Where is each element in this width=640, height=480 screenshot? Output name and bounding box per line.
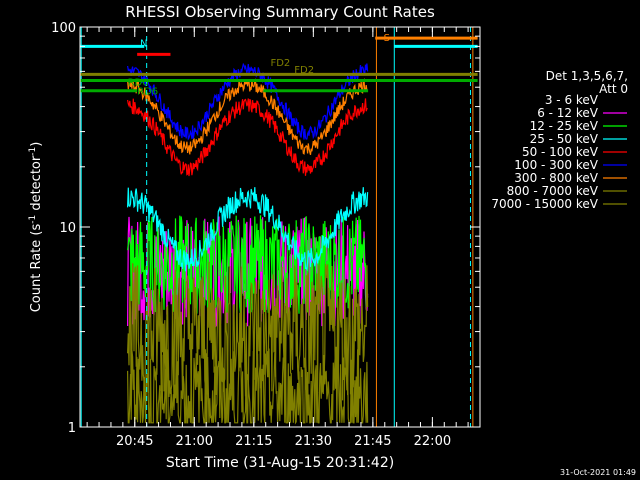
y-tick-label: 100 [51,21,76,36]
legend-entry-label: 3 - 6 keV [545,93,599,107]
flag-label: FD2 [294,65,314,76]
series-line-5 [127,98,368,177]
flag-label: RD0 [128,77,149,88]
legend-entry-label: 300 - 800 keV [514,171,598,185]
axes-layer: 1 10 100 20:45 21:00 21:15 21:30 21:45 22:00 [51,21,480,449]
legend-header: Att 0 [599,82,628,96]
series-layer [127,62,369,425]
x-tick-label: 21:45 [354,434,391,449]
y-axis-label-sup2: -1 [28,147,38,156]
x-tick-label: 21:15 [235,434,272,449]
chart-title: RHESSI Observing Summary Count Rates [125,3,435,21]
flag-label: N [140,38,147,49]
y-axis-label-main: Count Rate (s [29,224,44,313]
x-tick-label: 21:00 [176,434,213,449]
x-axis-label: Start Time (31-Aug-15 20:31:42) [166,455,394,471]
footer-timestamp: 31-Oct-2021 01:49 [560,468,636,477]
y-tick-label: 1 [68,421,76,436]
x-tick-label: 22:00 [414,434,451,449]
legend-entry-label: 25 - 50 keV [530,132,599,146]
y-axis-label-close: ) [29,142,44,147]
y-axis-label-end: detector [29,155,44,215]
series-line-4 [127,187,369,272]
series-line-9 [127,347,369,425]
flag-label: S [384,33,390,44]
series-line-7 [127,77,368,155]
flag-label: FD2 [270,58,290,69]
y-axis-label-sup: -1 [28,215,38,224]
legend-entry-label: 7000 - 15000 keV [491,197,598,211]
x-tick-label: 20:45 [116,434,153,449]
y-axis-label: Count Rate (s-1 detector-1) [28,142,44,313]
legend-entry-label: 6 - 12 keV [537,106,599,120]
legend-entry-label: 50 - 100 keV [522,145,599,159]
x-tick-label: 21:30 [295,434,332,449]
series-line-6 [127,62,369,141]
legend-entry-label: 12 - 25 keV [530,119,599,133]
y-tick-label: 10 [59,221,76,236]
legend-entry-label: 100 - 300 keV [514,158,598,172]
legend-header: Det 1,3,5,6,7, [546,69,628,83]
flag-label: RD6 [137,86,158,97]
legend-entry-label: 800 - 7000 keV [507,184,599,198]
series-line-8 [127,261,369,401]
